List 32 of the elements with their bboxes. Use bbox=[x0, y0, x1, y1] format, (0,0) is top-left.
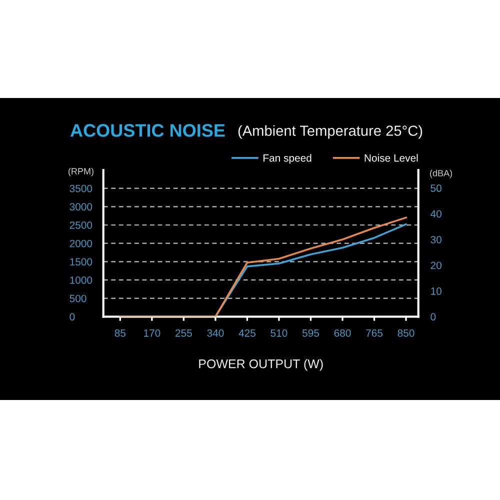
y2-tick-label: 50 bbox=[430, 184, 442, 192]
y-tick-label: 1500 bbox=[70, 258, 92, 266]
x-tick-label: 680 bbox=[334, 329, 351, 337]
x-tick-label: 170 bbox=[144, 329, 160, 337]
x-tick-label: 425 bbox=[238, 329, 256, 337]
x-tick-label: 850 bbox=[398, 329, 414, 337]
y-axis-title: (RPM) bbox=[68, 168, 94, 176]
chart-subtitle: (Ambient Temperature 25°C) bbox=[238, 125, 422, 139]
legend-label: Noise Level bbox=[364, 154, 418, 162]
x-tick-label: 340 bbox=[207, 329, 224, 337]
y-tick-label: 1000 bbox=[70, 276, 92, 284]
x-axis-title: POWER OUTPUT (W) bbox=[199, 359, 323, 371]
legend-label: Fan speed bbox=[264, 154, 312, 164]
x-tick-label: 85 bbox=[114, 329, 126, 337]
y-tick-label: 500 bbox=[70, 294, 86, 302]
y2-tick-label: 30 bbox=[430, 236, 442, 244]
y2-tick-label: 20 bbox=[430, 262, 442, 270]
y-tick-label: 3500 bbox=[70, 184, 92, 192]
y-tick-label: 0 bbox=[70, 313, 75, 321]
chart-title: ACOUSTIC NOISE bbox=[70, 124, 225, 137]
y2-tick-label: 0 bbox=[430, 313, 436, 321]
y-tick-label: 3000 bbox=[70, 203, 92, 211]
x-tick-label: 255 bbox=[176, 329, 192, 337]
y2-axis-title: (dBA) bbox=[430, 170, 452, 178]
x-tick-label: 765 bbox=[366, 329, 383, 337]
y2-tick-label: 10 bbox=[431, 287, 442, 295]
y2-tick-label: 40 bbox=[430, 210, 442, 218]
x-tick-label: 510 bbox=[270, 329, 288, 337]
line-series bbox=[119, 216, 407, 317]
y-tick-label: 2500 bbox=[70, 221, 92, 229]
y-tick-label: 2000 bbox=[70, 240, 92, 248]
x-tick-label: 595 bbox=[302, 329, 319, 337]
